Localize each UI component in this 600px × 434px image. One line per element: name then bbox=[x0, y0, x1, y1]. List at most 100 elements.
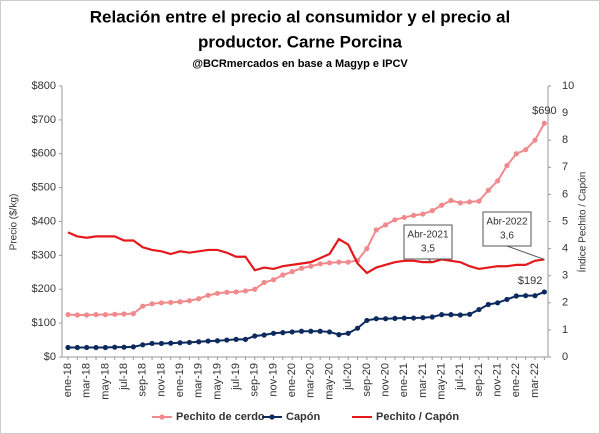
annotation-label: Abr-2022 bbox=[486, 217, 528, 228]
x-tick-label: ene-22 bbox=[510, 363, 522, 397]
point bbox=[280, 272, 286, 278]
point bbox=[420, 315, 426, 321]
point bbox=[523, 293, 529, 299]
point bbox=[93, 344, 99, 351]
point bbox=[504, 296, 510, 303]
point bbox=[364, 246, 370, 252]
point bbox=[336, 259, 342, 265]
y2-tick-label: 3 bbox=[562, 270, 568, 282]
x-tick-label: nov-20 bbox=[379, 363, 391, 397]
point bbox=[298, 265, 305, 271]
y-tick-label: $800 bbox=[32, 80, 56, 92]
point bbox=[261, 279, 267, 286]
annotation-box bbox=[482, 211, 532, 247]
point bbox=[158, 340, 164, 347]
point bbox=[326, 329, 333, 335]
point bbox=[84, 312, 90, 318]
y2-tick-label: 0 bbox=[562, 351, 568, 363]
x-tick-label: sep-21 bbox=[473, 363, 485, 397]
x-tick-label: jul-21 bbox=[454, 363, 466, 391]
legend-marker bbox=[269, 414, 275, 420]
series-line bbox=[67, 231, 545, 275]
point bbox=[158, 300, 164, 306]
legend-label: Capón bbox=[286, 411, 321, 423]
y2-axis-label: Índice Pechito / Capón bbox=[576, 172, 589, 273]
annotation-connector bbox=[506, 245, 545, 260]
x-tick-label: mar-20 bbox=[305, 363, 317, 398]
point bbox=[392, 315, 398, 321]
point bbox=[448, 312, 454, 318]
series-line bbox=[68, 291, 545, 349]
y2-tick-label: 2 bbox=[562, 297, 568, 309]
point bbox=[410, 212, 417, 219]
point bbox=[392, 217, 398, 223]
chart-title: Relación entre el precio al consumidor y… bbox=[90, 7, 510, 26]
point bbox=[420, 211, 426, 217]
x-tick-label: may-18 bbox=[99, 363, 111, 400]
point bbox=[168, 340, 174, 346]
point bbox=[121, 344, 127, 350]
y-tick-label: $400 bbox=[32, 215, 56, 227]
point bbox=[233, 289, 239, 295]
x-tick-label: mar-18 bbox=[81, 363, 93, 398]
y-tick-label: $200 bbox=[32, 283, 56, 295]
point bbox=[467, 199, 473, 205]
chart-title: productor. Carne Porcina bbox=[198, 32, 403, 51]
data-label: $690 bbox=[532, 105, 556, 117]
x-tick-label: may-19 bbox=[211, 363, 223, 400]
x-tick-label: jul-18 bbox=[118, 363, 130, 391]
x-tick-label: may-21 bbox=[436, 363, 448, 400]
point bbox=[168, 299, 174, 306]
point bbox=[354, 325, 361, 331]
x-tick-label: mar-22 bbox=[529, 363, 541, 398]
y2-tick-label: 1 bbox=[562, 324, 568, 336]
point bbox=[74, 344, 80, 351]
point bbox=[541, 289, 547, 295]
point bbox=[532, 293, 538, 299]
point bbox=[439, 202, 445, 208]
y2-tick-label: 4 bbox=[562, 243, 568, 255]
legend-label: Pechito / Capón bbox=[376, 411, 459, 423]
annotation-value: 3,6 bbox=[500, 231, 514, 242]
point bbox=[289, 329, 295, 335]
y-tick-label: $300 bbox=[32, 249, 56, 261]
point bbox=[196, 339, 202, 345]
point bbox=[196, 296, 202, 302]
annotation-value: 3,5 bbox=[421, 244, 435, 255]
point bbox=[224, 337, 230, 343]
point bbox=[439, 312, 445, 318]
y2-tick-label: 10 bbox=[562, 80, 574, 92]
point bbox=[74, 312, 80, 318]
data-label: $192 bbox=[518, 275, 542, 287]
point bbox=[523, 147, 529, 153]
point bbox=[102, 344, 108, 351]
point bbox=[130, 311, 136, 317]
point bbox=[308, 328, 314, 334]
point bbox=[541, 120, 547, 126]
y2-tick-label: 7 bbox=[562, 161, 568, 173]
x-tick-label: sep-18 bbox=[137, 363, 149, 397]
point bbox=[289, 269, 295, 275]
y-tick-label: $600 bbox=[32, 148, 56, 160]
x-tick-label: ene-20 bbox=[286, 363, 298, 397]
x-tick-label: mar-19 bbox=[193, 363, 205, 398]
point bbox=[513, 293, 519, 299]
point bbox=[177, 299, 183, 305]
point bbox=[270, 277, 277, 283]
point bbox=[93, 312, 99, 318]
point bbox=[102, 312, 108, 318]
annotation-box bbox=[403, 224, 453, 260]
point bbox=[177, 340, 183, 346]
x-tick-label: ene-19 bbox=[174, 363, 186, 397]
x-tick-label: sep-19 bbox=[249, 363, 261, 397]
point bbox=[298, 328, 305, 334]
point bbox=[382, 316, 389, 322]
point bbox=[205, 338, 211, 344]
point bbox=[401, 214, 407, 221]
point bbox=[186, 298, 193, 304]
point bbox=[112, 311, 118, 317]
point bbox=[121, 311, 127, 317]
point bbox=[149, 340, 155, 347]
point bbox=[429, 314, 435, 320]
